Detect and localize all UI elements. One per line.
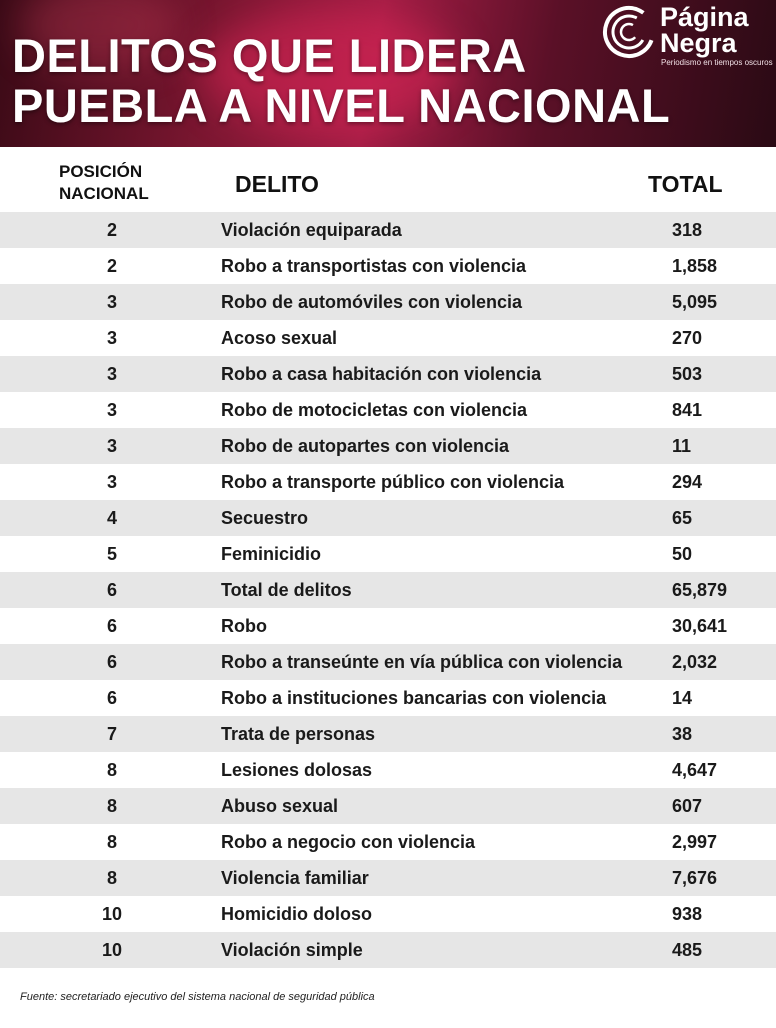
crime-cell: Robo a instituciones bancarias con viole… (221, 688, 607, 708)
table-row: 4 Secuestro 65 (0, 500, 776, 536)
total-cell: 503 (672, 364, 703, 384)
column-header: NACIONAL (59, 184, 149, 203)
column-header: DELITO (235, 171, 319, 197)
position-cell: 3 (106, 328, 117, 348)
crime-cell: Robo de automóviles con violencia (221, 292, 523, 312)
crime-cell: Feminicidio (221, 544, 322, 564)
column-header: TOTAL (648, 171, 723, 197)
position-cell: 6 (106, 616, 117, 636)
total-cell: 485 (672, 940, 703, 960)
total-cell: 30,641 (672, 616, 728, 636)
table-row: 2 Violación equiparada 318 (0, 212, 776, 248)
table-row: 10 Violación simple 485 (0, 932, 776, 968)
table-row: 3 Robo de automóviles con violencia 5,095 (0, 284, 776, 320)
total-cell: 294 (672, 472, 703, 492)
table-row: 3 Robo de autopartes con violencia 11 (0, 428, 776, 464)
total-cell: 65,879 (672, 580, 728, 600)
position-cell: 8 (106, 868, 117, 888)
crime-cell: Secuestro (221, 508, 309, 528)
crime-cell: Acoso sexual (221, 328, 338, 348)
position-cell: 2 (106, 256, 117, 276)
table-row: 7 Trata de personas 38 (0, 716, 776, 752)
crime-cell: Robo a negocio con violencia (221, 832, 476, 852)
crime-cell: Robo a casa habitación con violencia (221, 364, 542, 384)
header-banner: DELITOS QUE LIDERA PUEBLA A NIVEL NACION… (0, 0, 776, 147)
crime-cell: Robo a transporte público con violencia (221, 472, 565, 492)
total-cell: 50 (672, 544, 693, 564)
source-note: Fuente: secretariado ejecutivo del siste… (20, 991, 375, 1003)
total-cell: 7,676 (672, 868, 718, 888)
total-cell: 318 (672, 220, 703, 240)
table-row: 8 Robo a negocio con violencia 2,997 (0, 824, 776, 860)
total-cell: 1,858 (672, 256, 718, 276)
position-cell: 6 (106, 688, 117, 708)
crime-cell: Robo de motocicletas con violencia (221, 400, 528, 420)
crime-cell: Violencia familiar (221, 868, 369, 888)
position-cell: 10 (101, 904, 123, 924)
column-header: POSICIÓN (59, 162, 143, 181)
table-row: 6 Robo a instituciones bancarias con viol… (0, 680, 776, 716)
position-cell: 8 (106, 796, 117, 816)
position-cell: 10 (101, 940, 123, 960)
table-row: 3 Robo a casa habitación con violencia 503 (0, 356, 776, 392)
total-cell: 2,032 (672, 652, 718, 672)
total-cell: 38 (672, 724, 693, 744)
crime-cell: Homicidio doloso (221, 904, 372, 924)
position-cell: 8 (106, 760, 117, 780)
total-cell: 11 (672, 436, 692, 456)
position-cell: 3 (106, 364, 117, 384)
title: DELITOS QUE LIDERA (12, 29, 527, 82)
crime-cell: Abuso sexual (221, 796, 339, 816)
total-cell: 938 (672, 904, 703, 924)
total-cell: 270 (672, 328, 703, 348)
table-row: 8 Violencia familiar 7,676 (0, 860, 776, 896)
crime-cell: Robo (221, 616, 267, 636)
table-row: 8 Lesiones dolosas 4,647 (0, 752, 776, 788)
crime-cell: Total de delitos (221, 580, 352, 600)
table-row: 10 Homicidio doloso 938 (0, 896, 776, 932)
position-cell: 6 (106, 580, 117, 600)
position-cell: 7 (106, 724, 117, 744)
total-cell: 4,647 (672, 760, 718, 780)
tagline: Periodismo en tiempos oscuros (661, 58, 773, 67)
logo-text: Página (660, 2, 749, 32)
total-cell: 607 (672, 796, 703, 816)
crime-cell: Violación simple (221, 940, 363, 960)
background-glow (20, 0, 180, 70)
total-cell: 14 (672, 688, 693, 708)
position-cell: 3 (106, 400, 117, 420)
position-cell: 3 (106, 472, 117, 492)
table-row: 3 Robo de motocicletas con violencia 841 (0, 392, 776, 428)
crime-cell: Robo de autopartes con violencia (221, 436, 510, 456)
crime-cell: Robo a transportistas con violencia (221, 256, 527, 276)
table-row: 2 Robo a transportistas con violencia 1,85… (0, 248, 776, 284)
position-cell: 5 (106, 544, 117, 564)
position-cell: 8 (106, 832, 117, 852)
crime-cell: Lesiones dolosas (221, 760, 373, 780)
title: PUEBLA A NIVEL NACIONAL (12, 79, 671, 132)
crime-cell: Trata de personas (221, 724, 376, 744)
table-row: 8 Abuso sexual 607 (0, 788, 776, 824)
total-cell: 65 (672, 508, 693, 528)
table-row: 3 Robo a transporte público con violencia… (0, 464, 776, 500)
total-cell: 841 (672, 400, 703, 420)
logo-text: Negra (660, 28, 737, 58)
logo-icon (603, 6, 655, 58)
table-row: 3 Acoso sexual 270 (0, 320, 776, 356)
total-cell: 5,095 (672, 292, 718, 312)
table-row: 6 Total de delitos 65,879 (0, 572, 776, 608)
background-glow (200, 10, 460, 130)
position-cell: 4 (106, 508, 117, 528)
position-cell: 2 (106, 220, 117, 240)
position-cell: 6 (106, 652, 117, 672)
table-row: 6 Robo a transeúnte en vía pública con vi… (0, 644, 776, 680)
crime-cell: Violación equiparada (221, 220, 402, 240)
table-row: 5 Feminicidio 50 (0, 536, 776, 572)
position-cell: 3 (106, 436, 117, 456)
crime-cell: Robo a transeúnte en vía pública con vio… (221, 652, 623, 672)
table-row: 6 Robo 30,641 (0, 608, 776, 644)
total-cell: 2,997 (672, 832, 718, 852)
position-cell: 3 (106, 292, 117, 312)
